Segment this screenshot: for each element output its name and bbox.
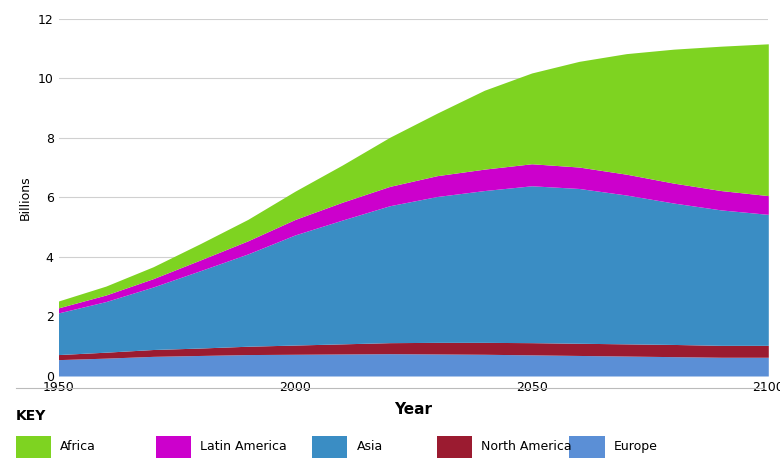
Text: Europe: Europe bbox=[614, 440, 658, 454]
Y-axis label: Billions: Billions bbox=[20, 175, 32, 219]
Text: KEY: KEY bbox=[16, 409, 46, 423]
X-axis label: Year: Year bbox=[395, 402, 432, 417]
Text: North America: North America bbox=[481, 440, 572, 454]
Text: Asia: Asia bbox=[356, 440, 383, 454]
Text: Latin America: Latin America bbox=[200, 440, 287, 454]
Text: Africa: Africa bbox=[60, 440, 96, 454]
